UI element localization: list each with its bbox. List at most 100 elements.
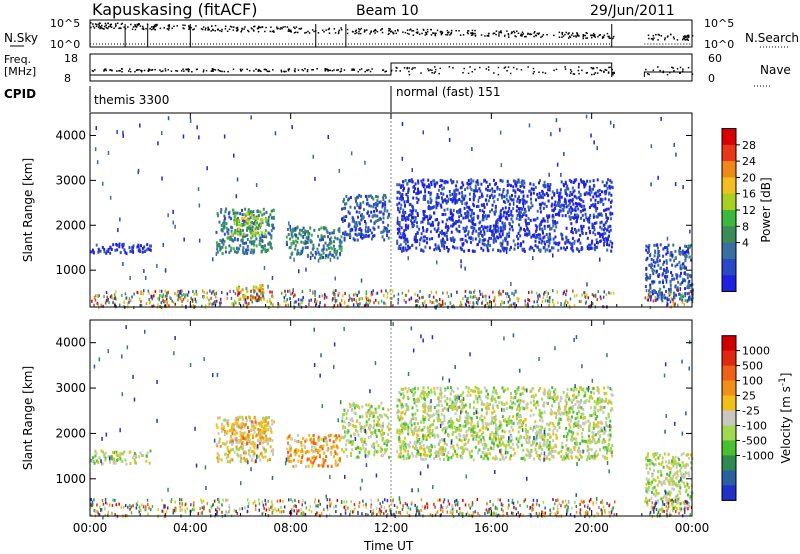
- echo-cell: [237, 454, 240, 458]
- echo-cell: [216, 456, 219, 460]
- echo-cell: [246, 442, 249, 445]
- echo-cell: [387, 433, 390, 436]
- echo-cell: [439, 298, 441, 301]
- echo-cell: [271, 276, 274, 280]
- echo-cell: [161, 131, 163, 135]
- nsky-point: [599, 34, 601, 36]
- echo-cell: [571, 209, 574, 212]
- nsky-point: [369, 33, 371, 35]
- echo-cell: [436, 229, 439, 233]
- echo-cell: [253, 227, 255, 231]
- echo-cell: [233, 218, 236, 222]
- echo-cell: [447, 249, 450, 253]
- echo-cell: [600, 227, 603, 231]
- echo-cell: [565, 205, 568, 209]
- echo-cell: [404, 234, 407, 238]
- nave-point: [590, 66, 593, 69]
- echo-cell: [576, 204, 579, 208]
- nsky-point: [210, 30, 212, 32]
- echo-cell: [504, 206, 507, 210]
- power-x-ticks: [89, 113, 693, 307]
- echo-cell: [256, 297, 259, 301]
- echo-cell: [551, 202, 554, 206]
- nsky-point: [96, 23, 98, 26]
- echo-cell: [487, 214, 489, 218]
- echo-cell: [506, 184, 509, 187]
- echo-cell: [691, 293, 694, 297]
- echo-cell: [428, 222, 431, 226]
- echo-cell: [555, 118, 558, 123]
- echo-cell: [310, 298, 312, 302]
- echo-cell: [610, 180, 613, 184]
- echo-cell: [361, 297, 363, 301]
- echo-cell: [603, 243, 605, 247]
- echo-cell: [474, 186, 477, 190]
- echo-cell: [318, 252, 321, 256]
- nsky-point: [609, 37, 611, 39]
- echo-cell: [680, 271, 682, 275]
- echo-cell: [557, 194, 560, 198]
- echo-cell: [261, 239, 264, 243]
- nsky-point: [233, 26, 235, 28]
- echo-cell: [323, 461, 326, 465]
- echo-cell: [585, 231, 588, 235]
- echo-cell: [342, 413, 345, 416]
- echo-cell: [659, 266, 662, 270]
- echo-cell: [331, 231, 334, 235]
- echo-cell: [467, 232, 470, 236]
- echo-cell: [263, 419, 266, 423]
- nsky-point: [495, 33, 497, 36]
- echo-cell: [687, 244, 690, 248]
- echo-cell: [383, 294, 385, 298]
- echo-cell: [480, 192, 483, 196]
- nave-point: [246, 68, 248, 71]
- echo-cell: [94, 454, 97, 458]
- echo-cell: [133, 292, 135, 296]
- echo-cell: [459, 304, 461, 308]
- echo-cell: [487, 185, 489, 189]
- echo-cell: [517, 232, 520, 235]
- echo-cell: [666, 245, 669, 249]
- echo-cell: [580, 300, 582, 304]
- nsky-point: [582, 35, 584, 38]
- echo-cell: [93, 303, 95, 307]
- nsky-point: [98, 23, 100, 25]
- echo-cell: [295, 300, 298, 304]
- nsky-point: [136, 25, 138, 28]
- nsky-point: [243, 28, 245, 30]
- echo-cell: [610, 217, 612, 221]
- echo-cell: [677, 280, 680, 284]
- echo-cell: [447, 126, 449, 131]
- echo-cell: [139, 250, 142, 253]
- echo-cell: [524, 219, 527, 223]
- echo-cell: [552, 209, 555, 213]
- echo-cell: [492, 240, 495, 244]
- echo-cell: [122, 242, 125, 246]
- nsky-point: [300, 27, 303, 30]
- nave-point: [223, 70, 226, 73]
- echo-cell: [439, 231, 442, 235]
- echo-cell: [494, 237, 497, 241]
- echo-cell: [565, 293, 567, 297]
- echo-cell: [367, 194, 370, 198]
- echo-cell: [248, 440, 251, 444]
- echo-cell: [322, 244, 325, 248]
- echo-cell: [124, 250, 127, 254]
- echo-cell: [312, 441, 315, 445]
- echo-cell: [518, 229, 521, 233]
- nave-point: [429, 69, 431, 71]
- echo-cell: [237, 298, 240, 302]
- echo-cell: [650, 182, 652, 187]
- echo-cell: [547, 244, 550, 248]
- echo-cell: [317, 251, 320, 254]
- echo-cell: [463, 249, 466, 253]
- echo-cell: [532, 256, 534, 261]
- echo-cell: [333, 231, 335, 235]
- echo-cell: [128, 246, 131, 250]
- echo-cell: [435, 290, 437, 294]
- echo-cell: [424, 194, 427, 198]
- echo-cell: [334, 459, 337, 463]
- echo-cell: [450, 293, 453, 298]
- echo-cell: [469, 219, 472, 223]
- echo-cell: [502, 200, 505, 204]
